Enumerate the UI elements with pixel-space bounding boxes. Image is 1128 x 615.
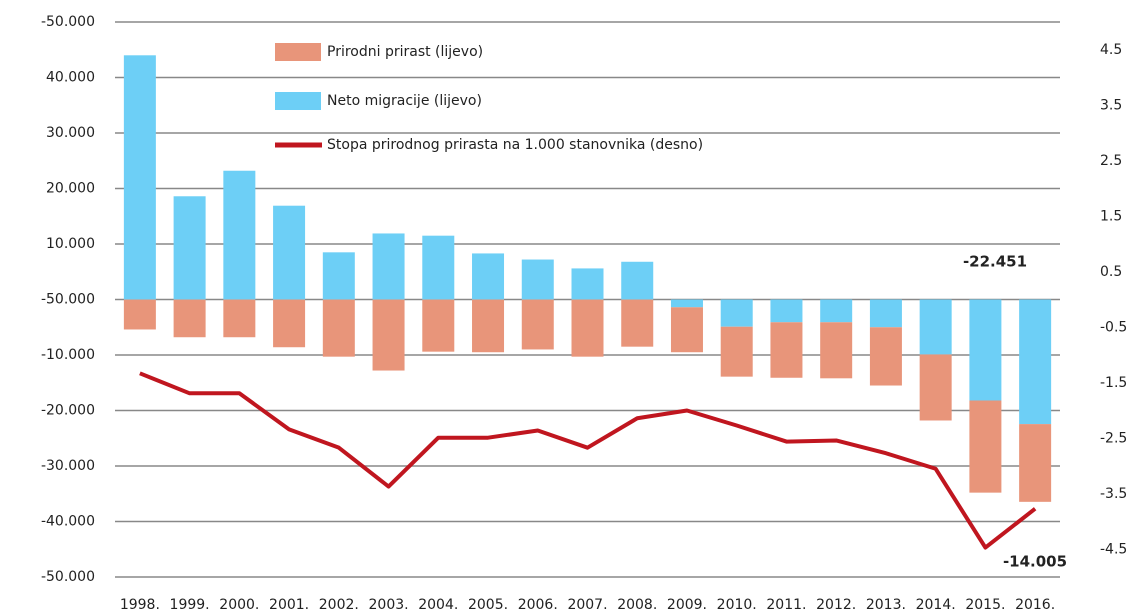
bar <box>969 400 1002 493</box>
legend-label: Prirodni prirast (lijevo) <box>327 44 483 60</box>
bar <box>869 327 902 386</box>
bar <box>571 299 604 357</box>
bar <box>670 299 703 308</box>
line-series <box>139 371 1037 550</box>
x-tick-label: 2013. <box>866 597 906 613</box>
bar <box>919 354 952 421</box>
bar <box>521 259 554 300</box>
x-tick-label: 2005. <box>468 597 508 613</box>
bar <box>273 299 306 348</box>
bar <box>720 326 753 377</box>
x-tick-label: 2003. <box>369 597 409 613</box>
y-tick-label: -50.000 <box>41 292 95 308</box>
y-tick-label: -50.000 <box>41 14 95 30</box>
y2-tick-label: -1.5 <box>1100 375 1127 391</box>
x-tick-label: 2014. <box>916 597 956 613</box>
bar <box>770 299 803 323</box>
x-tick-label: 2007. <box>567 597 607 613</box>
bar <box>571 268 604 300</box>
y2-tick-label: -4.5 <box>1100 541 1127 557</box>
x-tick-label: 2011. <box>766 597 806 613</box>
bar <box>770 322 803 378</box>
bar <box>621 261 654 300</box>
y-tick-label: -30.000 <box>41 458 95 474</box>
x-tick-label: 2010. <box>717 597 757 613</box>
y2-tick-label: -2.5 <box>1100 430 1127 446</box>
x-tick-label: 2009. <box>667 597 707 613</box>
bar <box>720 299 753 327</box>
y2-tick-label: -0.5 <box>1100 319 1127 335</box>
legend-swatch <box>275 43 321 61</box>
y-tick-label: 30.000 <box>46 125 95 141</box>
legend-swatch <box>275 92 321 110</box>
bar <box>422 299 455 352</box>
y-tick-label: 10.000 <box>46 236 95 252</box>
y-tick-label: 40.000 <box>46 70 95 86</box>
x-tick-label: 1999. <box>170 597 210 613</box>
legend-label: Neto migracije (lijevo) <box>327 93 482 109</box>
x-tick-label: 2015. <box>965 597 1005 613</box>
x-tick-label: 2004. <box>418 597 458 613</box>
x-tick-label: 2016. <box>1015 597 1055 613</box>
bar <box>223 170 256 300</box>
bar <box>223 299 256 338</box>
bar <box>372 233 405 300</box>
annotation: -22.451 <box>963 253 1027 271</box>
x-tick-label: 2001. <box>269 597 309 613</box>
bar <box>173 299 206 338</box>
x-tick-label: 2012. <box>816 597 856 613</box>
bar <box>273 205 306 300</box>
bar <box>322 252 355 300</box>
bar <box>123 55 156 300</box>
y2-tick-label: 1.5 <box>1100 208 1122 224</box>
y2-tick-label: 3.5 <box>1100 97 1122 113</box>
y2-tick-label: 2.5 <box>1100 153 1122 169</box>
x-tick-label: 2006. <box>518 597 558 613</box>
y-tick-label: -20.000 <box>41 403 95 419</box>
bar <box>670 307 703 353</box>
bar <box>521 299 554 350</box>
bar <box>422 235 455 300</box>
legend-label: Stopa prirodnog prirasta na 1.000 stanov… <box>327 137 703 153</box>
bar <box>1019 299 1052 425</box>
y-tick-label: -40.000 <box>41 514 95 530</box>
bar <box>869 299 902 328</box>
y2-tick-label: 4.5 <box>1100 42 1122 58</box>
bar <box>1019 424 1052 502</box>
bar <box>969 299 1002 401</box>
bar <box>322 299 355 357</box>
y2-tick-label: 0.5 <box>1100 264 1122 280</box>
annotation: -14.005 <box>1003 553 1067 571</box>
bar <box>919 299 952 355</box>
bar <box>123 299 156 330</box>
bar <box>472 299 505 353</box>
y-tick-label: -50.000 <box>41 569 95 585</box>
bar <box>472 253 505 300</box>
bar <box>820 299 853 323</box>
x-tick-label: 2008. <box>617 597 657 613</box>
y-tick-label: -10.000 <box>41 347 95 363</box>
bar <box>372 299 405 371</box>
bar <box>621 299 654 347</box>
y2-tick-label: -3.5 <box>1100 486 1127 502</box>
x-tick-label: 2000. <box>219 597 259 613</box>
bar <box>820 322 853 379</box>
x-tick-label: 2002. <box>319 597 359 613</box>
x-tick-label: 1998. <box>120 597 160 613</box>
y-tick-label: 20.000 <box>46 181 95 197</box>
bar <box>173 196 206 300</box>
